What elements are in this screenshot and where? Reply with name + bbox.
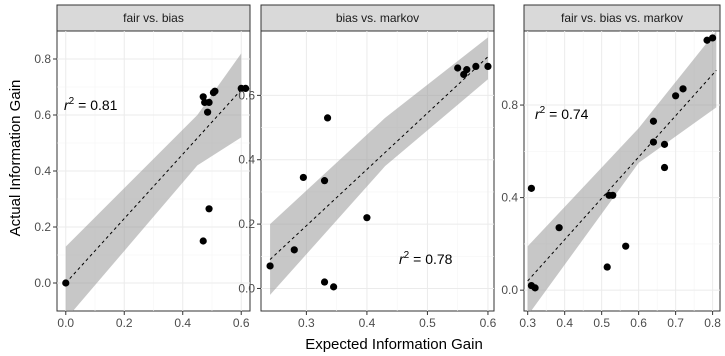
data-point — [672, 92, 680, 100]
x-tick-label: 0.0 — [57, 316, 74, 330]
data-point — [527, 184, 535, 192]
facet-title: bias vs. markov — [336, 11, 419, 25]
x-tick-label: 0.5 — [593, 316, 610, 330]
data-point — [649, 138, 658, 146]
y-axis-title: Actual Information Gain — [7, 80, 24, 237]
confidence-band — [527, 31, 717, 311]
data-point — [660, 140, 669, 148]
confidence-band — [270, 37, 488, 295]
facet-strip — [56, 4, 251, 32]
data-point — [703, 36, 711, 44]
data-point — [242, 84, 250, 92]
y-tick-label: 0.2 — [238, 217, 255, 231]
data-point — [472, 62, 480, 71]
y-tick-label: 0.6 — [238, 88, 255, 102]
data-point — [330, 283, 338, 291]
y-tick-label: 0.0 — [238, 281, 255, 295]
x-tick-label: 0.7 — [667, 316, 684, 330]
regression-line — [65, 89, 242, 284]
y-tick-label: 0.2 — [34, 220, 51, 234]
y-tick-label: 0.4 — [501, 191, 518, 205]
x-tick-label: 0.3 — [298, 316, 315, 330]
data-point — [363, 214, 371, 222]
r-squared-annotation: r2 = 0.74 — [535, 105, 589, 122]
data-point — [484, 62, 492, 71]
chart-panels: fair vs. bias r2 = 0.81 0.0 0.2 0.4 0.6 0.0 0.2… — [34, 4, 721, 330]
x-tick-label: 0.6 — [480, 316, 497, 330]
data-point — [660, 163, 669, 172]
x-tick-label: 0.5 — [419, 316, 436, 330]
regression-line — [527, 70, 717, 282]
data-point — [290, 246, 298, 254]
data-point — [205, 205, 213, 213]
data-point — [603, 263, 611, 271]
confidence-band — [65, 53, 242, 311]
y-tick-label: 0.0 — [501, 283, 518, 297]
data-point — [649, 117, 658, 125]
data-point — [199, 93, 207, 101]
data-point — [555, 224, 563, 232]
data-point — [622, 242, 630, 250]
x-axis-title: Expected Information Gain — [305, 336, 483, 353]
data-point — [531, 284, 539, 292]
data-point — [199, 237, 207, 245]
regression-line — [269, 56, 489, 260]
data-point — [299, 173, 307, 182]
y-tick-label: 0.6 — [34, 108, 51, 122]
data-point — [454, 64, 462, 72]
data-point — [609, 191, 617, 199]
data-point — [205, 98, 213, 106]
data-point — [320, 278, 329, 286]
data-point — [679, 85, 687, 93]
facet-strip — [260, 4, 495, 32]
x-tick-label: 0.4 — [359, 316, 376, 330]
data-point — [203, 108, 212, 116]
data-point — [709, 34, 717, 42]
facet-panel: bias vs. markov r2 = 0.78 0.3 0.4 0.5 0.6 0.0 0… — [238, 4, 497, 330]
facet-title: fair vs. bias vs. markov — [561, 11, 683, 25]
facet-panel: fair vs. bias r2 = 0.81 0.0 0.2 0.4 0.6 0.0 0.2… — [34, 4, 251, 330]
y-tick-label: 0.0 — [34, 276, 51, 290]
r-squared-annotation: r2 = 0.78 — [399, 250, 453, 267]
x-tick-label: 0.8 — [704, 316, 721, 330]
x-tick-label: 0.4 — [174, 316, 191, 330]
data-point — [320, 177, 329, 185]
data-point — [211, 87, 219, 95]
r-squared-annotation: r2 = 0.81 — [64, 96, 118, 113]
x-tick-label: 0.4 — [556, 316, 573, 330]
x-tick-label: 0.6 — [233, 316, 250, 330]
facet-title: fair vs. bias — [123, 11, 184, 25]
y-tick-label: 0.4 — [34, 164, 51, 178]
y-tick-label: 0.8 — [34, 52, 51, 66]
x-tick-label: 0.2 — [116, 316, 133, 330]
data-point — [323, 114, 332, 122]
y-tick-label: 0.4 — [238, 153, 255, 167]
y-tick-label: 0.8 — [501, 98, 518, 112]
facet-strip — [523, 4, 721, 32]
facet-panel: fair vs. bias vs. markov r2 = 0.74 0.3 0.4 0… — [501, 4, 721, 330]
data-point — [62, 279, 70, 287]
data-point — [463, 66, 471, 74]
x-tick-label: 0.3 — [519, 316, 536, 330]
x-tick-label: 0.6 — [630, 316, 647, 330]
data-point — [266, 262, 274, 270]
